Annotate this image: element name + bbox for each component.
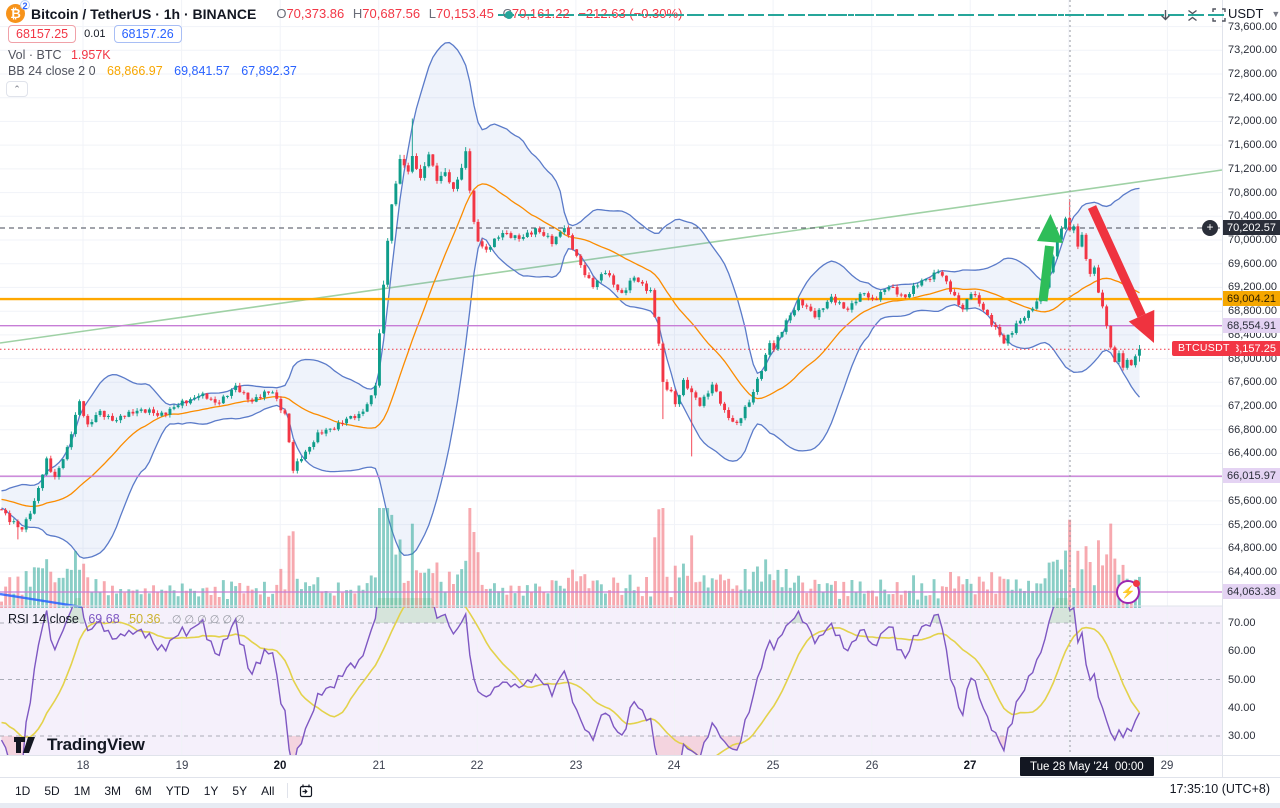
rsi-tick: 60.00 bbox=[1228, 645, 1256, 657]
price-tick: 72,800.00 bbox=[1228, 68, 1277, 80]
price-tick: 67,600.00 bbox=[1228, 376, 1277, 388]
add-alert-plus-icon[interactable]: + bbox=[1202, 220, 1218, 236]
range-button-5y[interactable]: 5Y bbox=[225, 782, 254, 800]
range-toolbar: 1D 5D 1M 3M 6M YTD 1Y 5Y All bbox=[0, 778, 1280, 803]
axis-separator bbox=[1222, 0, 1223, 778]
price-tick: 69,600.00 bbox=[1228, 258, 1277, 270]
time-tick: 29 bbox=[1160, 760, 1174, 772]
price-tick: 68,000.00 bbox=[1228, 353, 1277, 365]
time-tick: 18 bbox=[76, 760, 90, 772]
price-tick: 72,000.00 bbox=[1228, 115, 1277, 127]
price-marker-label: 68,157.25 bbox=[1222, 341, 1280, 356]
go-to-date-icon[interactable] bbox=[296, 781, 316, 801]
price-marker-label: 70,202.57 bbox=[1222, 220, 1280, 235]
change-value: −212.63 (−0.30%) bbox=[578, 6, 683, 21]
price-tick: 70,000.00 bbox=[1228, 234, 1277, 246]
price-marker-label: 66,015.97 bbox=[1222, 468, 1280, 483]
rsi-tick: 40.00 bbox=[1228, 702, 1256, 714]
range-button-1y[interactable]: 1Y bbox=[197, 782, 226, 800]
price-tick: 65,200.00 bbox=[1228, 519, 1277, 531]
time-tick: 22 bbox=[470, 760, 484, 772]
volume-legend[interactable]: Vol · BTC 1.957K bbox=[8, 48, 111, 62]
rsi-tick: 70.00 bbox=[1228, 617, 1256, 629]
time-tick: 26 bbox=[865, 760, 879, 772]
rsi-tick: 30.00 bbox=[1228, 730, 1256, 742]
price-marker-label: 64,063.38 bbox=[1222, 584, 1280, 599]
price-tick: 73,600.00 bbox=[1228, 21, 1277, 33]
current-time[interactable]: 17:35:10 (UTC+8) bbox=[1169, 782, 1270, 796]
bollinger-legend[interactable]: BB 24 close 2 0 68,866.97 69,841.57 67,8… bbox=[8, 64, 297, 78]
collapse-pane-icon[interactable] bbox=[1182, 5, 1202, 25]
range-button-1d[interactable]: 1D bbox=[8, 782, 37, 800]
price-tick: 70,400.00 bbox=[1228, 210, 1277, 222]
chevron-down-icon: ▼ bbox=[1271, 8, 1280, 19]
price-tick: 72,400.00 bbox=[1228, 92, 1277, 104]
time-axis[interactable]: 181920212223242526272829Tue 28 May '24 0… bbox=[0, 755, 1280, 778]
rsi-legend[interactable]: RSI 14 close 69.68 50.36 ∅ ∅ ∅ ∅ ∅ ∅ bbox=[8, 612, 245, 626]
price-marker-label: 68,554.91 bbox=[1222, 318, 1280, 333]
rsi-tick: 50.00 bbox=[1228, 674, 1256, 686]
time-tick: 25 bbox=[766, 760, 780, 772]
price-tick: 64,400.00 bbox=[1228, 566, 1277, 578]
range-button-ytd[interactable]: YTD bbox=[159, 782, 197, 800]
symbol-price-tag: BTCUSDT bbox=[1172, 341, 1236, 357]
price-tick: 67,200.00 bbox=[1228, 400, 1277, 412]
price-chart[interactable] bbox=[0, 0, 1280, 760]
range-button-6m[interactable]: 6M bbox=[128, 782, 159, 800]
currency-dropdown[interactable]: USDT ▼ bbox=[1228, 6, 1280, 21]
time-tick: 27 bbox=[963, 760, 977, 772]
price-tick: 68,800.00 bbox=[1228, 305, 1277, 317]
price-tick: 73,200.00 bbox=[1228, 44, 1277, 56]
bottom-strip bbox=[0, 803, 1280, 808]
symbol-badge: 2 bbox=[20, 0, 30, 11]
price-tick: 70,800.00 bbox=[1228, 187, 1277, 199]
symbol-title[interactable]: Bitcoin / TetherUS · 1h · BINANCE bbox=[31, 5, 257, 22]
lightning-icon[interactable]: ⚡ bbox=[1116, 579, 1140, 604]
time-tick: 21 bbox=[372, 760, 386, 772]
crosshair-date-tooltip: Tue 28 May '24 00:00 bbox=[1020, 757, 1154, 776]
collapse-legend-button[interactable]: ⌃ bbox=[6, 81, 28, 97]
trendline-anchor-dot[interactable] bbox=[505, 11, 513, 19]
time-tick: 20 bbox=[273, 760, 287, 772]
price-axis[interactable]: 73,600.00 73,200.00 72,800.00 72,400.00 72,0… bbox=[1222, 0, 1280, 777]
price-tick: 71,600.00 bbox=[1228, 139, 1277, 151]
range-button-3m[interactable]: 3M bbox=[97, 782, 128, 800]
scroll-down-icon[interactable] bbox=[1155, 5, 1175, 25]
price-tick: 69,200.00 bbox=[1228, 281, 1277, 293]
time-tick: 23 bbox=[569, 760, 583, 772]
price-marker-label: 69,004.21 bbox=[1222, 291, 1280, 306]
price-tick: 66,800.00 bbox=[1228, 424, 1277, 436]
price-tick: 66,400.00 bbox=[1228, 447, 1277, 459]
time-tick: 24 bbox=[667, 760, 681, 772]
time-tick: 19 bbox=[175, 760, 189, 772]
price-tick: 71,200.00 bbox=[1228, 163, 1277, 175]
tradingview-logo[interactable]: TradingView bbox=[14, 735, 145, 755]
price-tick: 65,600.00 bbox=[1228, 495, 1277, 507]
sell-price-button[interactable]: 68157.25 bbox=[8, 25, 77, 43]
range-button-1m[interactable]: 1M bbox=[67, 782, 98, 800]
buy-price-button[interactable]: 68157.26 bbox=[113, 25, 182, 43]
fullscreen-icon[interactable] bbox=[1209, 5, 1229, 25]
ohlc-values: O70,373.86 H70,687.56 L70,153.45 C70,161… bbox=[276, 6, 683, 21]
range-button-5d[interactable]: 5D bbox=[37, 782, 66, 800]
toolbar-divider bbox=[287, 783, 289, 798]
range-button-all[interactable]: All bbox=[254, 782, 281, 800]
bitcoin-logo-icon: ₿ 2 bbox=[6, 0, 30, 23]
price-tick: 64,800.00 bbox=[1228, 542, 1277, 554]
symbol-legend[interactable]: ₿ 2 Bitcoin / TetherUS · 1h · BINANCE O7… bbox=[6, 0, 683, 23]
spread-value: 0.01 bbox=[84, 28, 106, 40]
